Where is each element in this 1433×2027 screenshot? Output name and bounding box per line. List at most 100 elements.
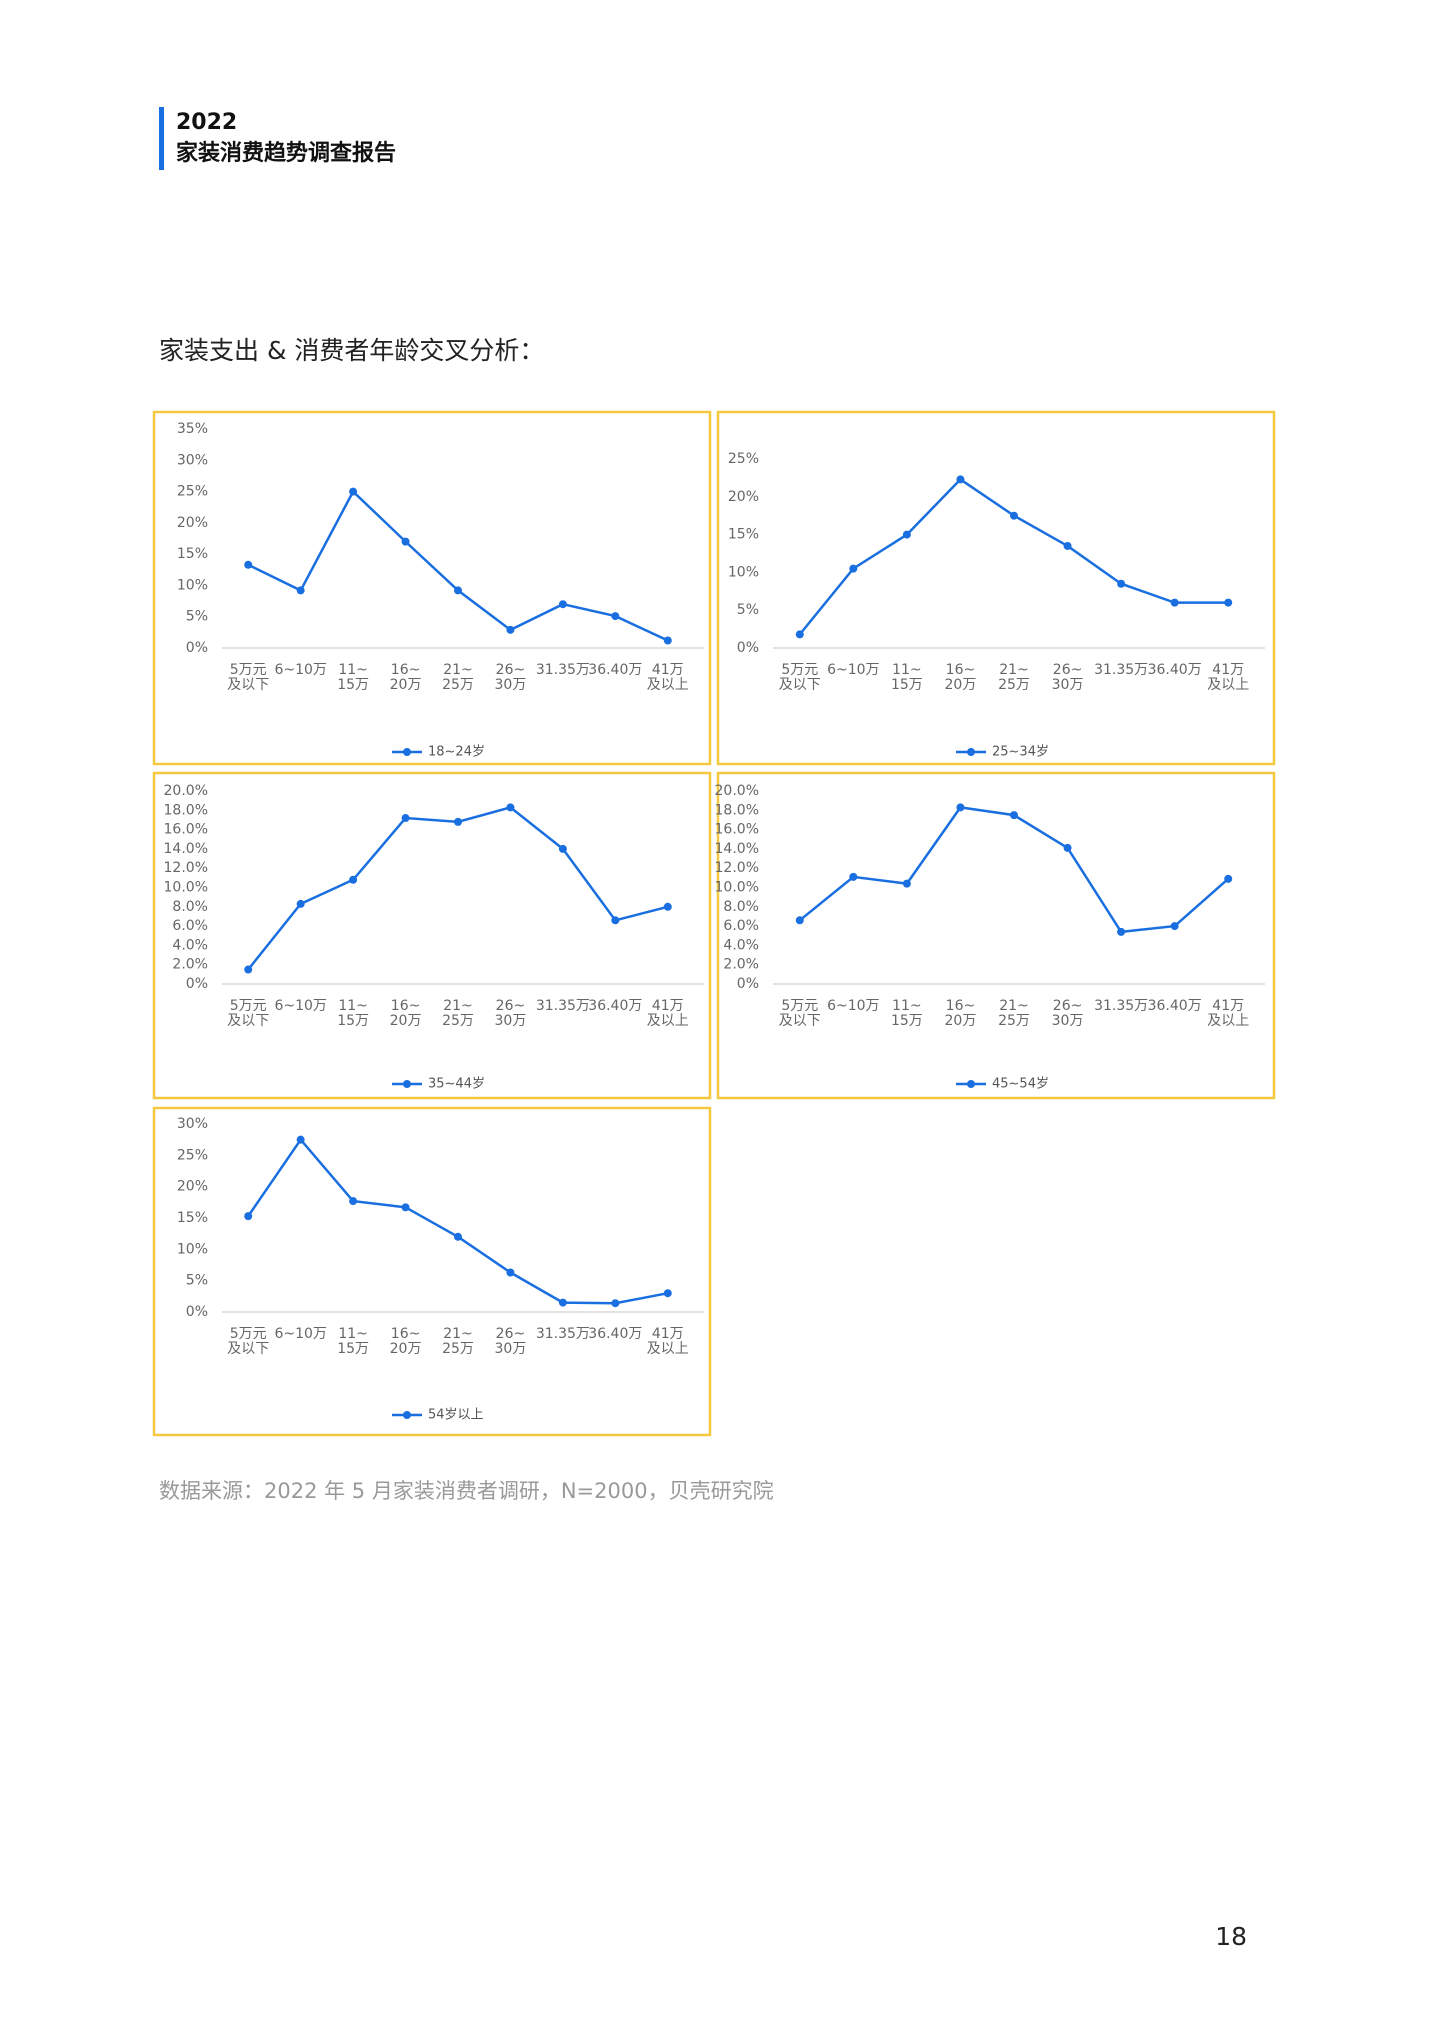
y-tick-label: 25% [728,451,759,467]
y-tick-label: 35% [177,421,208,437]
chart-frame [152,1106,712,1437]
data-point [454,586,462,595]
y-tick-label: 10% [177,577,208,593]
data-point [454,1232,462,1241]
x-tick-label: 26~ 30万 [495,1326,527,1357]
y-tick-label: 20% [728,489,759,505]
data-point [349,1197,358,1206]
x-tick-label: 36.40万 [1148,998,1202,1014]
y-tick-label: 25% [177,1147,208,1163]
data-point [849,872,858,881]
data-point [506,1268,515,1277]
data-point [795,916,804,925]
y-tick-label: 15% [177,546,208,562]
y-tick-label: 12.0% [715,860,759,876]
x-tick-label: 36.40万 [1148,662,1202,678]
series-line [798,806,1230,934]
y-tick-label: 18.0% [715,802,759,818]
chart: 0% 5% 10% 15% 20% 25% 5万元及以下 6~10万 11~ 15万 16~ 20万 2… [716,410,1276,766]
chart-frame [716,771,1276,1100]
data-point [296,899,305,908]
legend-label: 35~44岁 [428,1077,485,1092]
y-tick-label: 0% [186,640,208,656]
data-point [902,530,911,539]
y-tick-label: 30% [177,452,208,468]
chart-frame [716,410,1276,766]
x-tick-label: 5万元及以下 [227,998,269,1029]
x-tick-label: 26~ 30万 [1052,998,1084,1029]
data-point [558,1298,567,1307]
section-title: 家装支出 & 消费者年龄交叉分析： [159,336,544,365]
data-point [611,916,620,925]
x-tick-label: 26~ 30万 [495,662,527,693]
chart: 0% 2.0% 4.0% 6.0% 8.0% 10.0% 12.0% 14.0% 16.0% 18… [152,771,712,1100]
y-tick-label: 8.0% [172,899,208,915]
y-tick-label: 4.0% [723,937,759,953]
x-tick-label: 21~ 25万 [998,998,1030,1029]
data-point [296,586,305,595]
data-point [1063,843,1072,852]
y-tick-label: 15% [728,527,759,543]
data-point [244,965,253,974]
data-point [611,1299,620,1308]
data-point [1170,598,1179,607]
x-tick-label: 41万及以上 [647,998,689,1029]
y-tick-label: 10% [728,564,759,580]
data-point [1010,511,1018,520]
y-tick-label: 12.0% [164,860,208,876]
y-tick-label: 16.0% [164,822,208,838]
y-tick-label: 10.0% [715,880,759,896]
header-bar [159,107,164,170]
x-tick-label: 5万元及以下 [779,998,821,1029]
data-point [956,475,965,484]
data-point [1224,598,1233,607]
y-tick-label: 6.0% [172,918,208,934]
chart: 0% 5% 10% 15% 20% 25% 30% 35% 5万元及以下 6~10万 11~ 15万 1… [152,410,712,766]
y-tick-label: 25% [177,484,208,500]
x-tick-label: 11~ 15万 [891,998,923,1029]
header-title: 家装消费趋势调查报告 [176,140,396,166]
x-tick-label: 36.40万 [588,1326,642,1342]
x-tick-label: 6~10万 [274,662,326,678]
data-point [349,875,358,884]
y-tick-label: 16.0% [715,822,759,838]
x-tick-label: 41万及以上 [647,1326,689,1357]
chart-frame [152,771,712,1100]
source-note: 数据来源：2022 年 5 月家装消费者调研，N=2000，贝壳研究院 [159,1479,774,1503]
x-tick-label: 16~ 20万 [390,662,422,693]
x-tick-label: 21~ 25万 [442,1326,474,1357]
x-tick-label: 16~ 20万 [945,662,977,693]
chart-frame [152,410,712,766]
y-tick-label: 0% [737,640,759,656]
y-tick-label: 15% [177,1210,208,1226]
legend-dot [403,1411,411,1419]
legend-label: 54岁以上 [428,1408,484,1423]
data-point [663,902,672,911]
y-tick-label: 0% [737,976,759,992]
data-point [558,844,567,853]
x-tick-label: 31.35万 [1094,998,1148,1014]
y-tick-label: 20% [177,515,208,531]
x-tick-label: 11~ 15万 [337,662,369,693]
y-tick-label: 2.0% [172,957,208,973]
data-point [1010,811,1018,820]
y-tick-label: 20.0% [715,783,759,799]
data-point [663,636,672,645]
y-tick-label: 10% [177,1241,208,1257]
x-tick-label: 6~10万 [827,662,879,678]
page-number: 18 [1215,1922,1247,1951]
x-tick-label: 11~ 15万 [337,998,369,1029]
data-point [1224,874,1233,883]
legend-dot [403,1080,411,1088]
x-tick-label: 36.40万 [588,662,642,678]
y-tick-label: 30% [177,1116,208,1132]
x-tick-label: 41万及以上 [1207,998,1249,1029]
x-tick-label: 6~10万 [274,998,326,1014]
legend-label: 45~54岁 [992,1077,1049,1092]
series-line [247,489,669,642]
x-tick-label: 11~ 15万 [891,662,923,693]
legend-label: 18~24岁 [428,745,485,760]
data-point [849,564,858,573]
x-tick-label: 21~ 25万 [442,662,474,693]
y-tick-label: 10.0% [164,880,208,896]
